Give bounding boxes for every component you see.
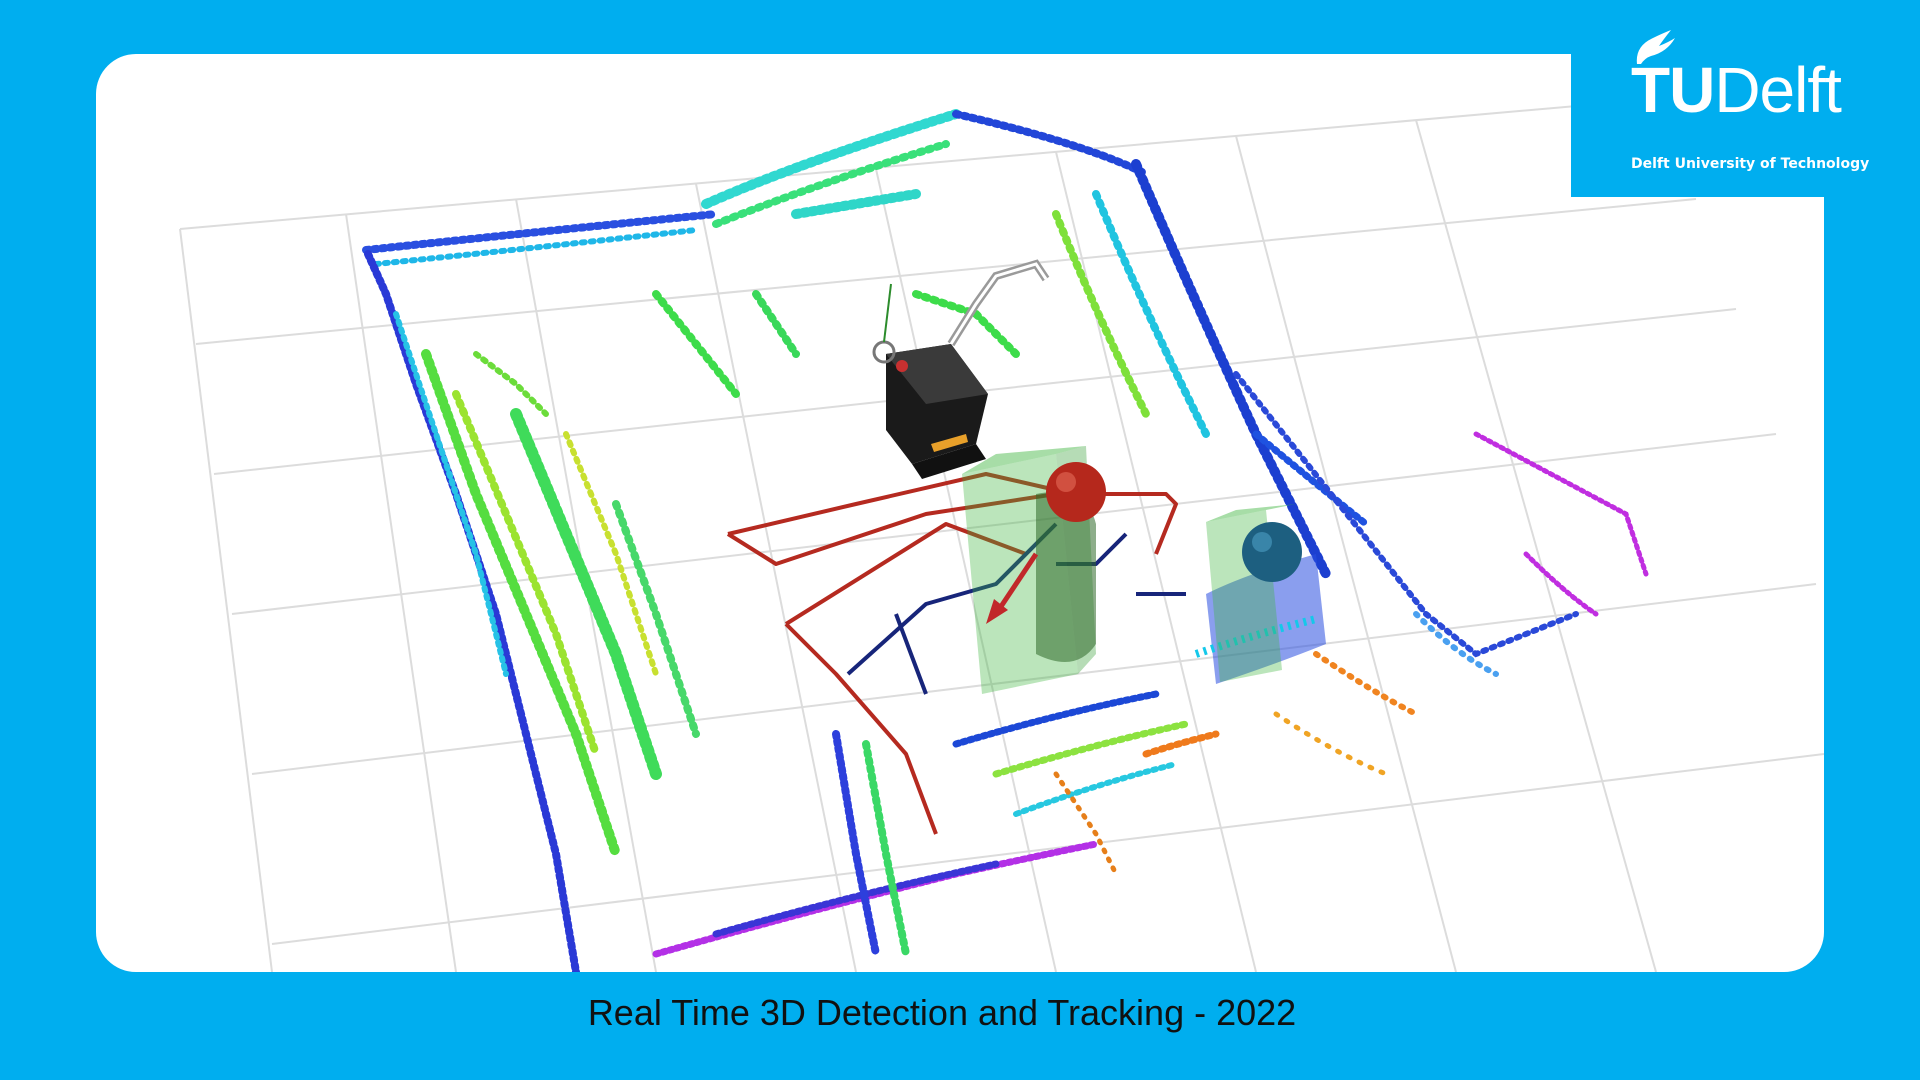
logo-wordmark: TUDelft xyxy=(1631,58,1842,122)
flame-icon xyxy=(1636,30,1675,64)
person-marker-red xyxy=(1046,462,1106,522)
point-cloud-scene xyxy=(179,98,1824,972)
point-cloud xyxy=(362,109,1649,972)
person-marker-blue xyxy=(1242,522,1302,582)
logo-brand-bold: TU xyxy=(1631,54,1715,126)
tu-delft-logo: TUDelft Delft University of Technology xyxy=(1571,0,1869,197)
video-caption: Real Time 3D Detection and Tracking - 20… xyxy=(587,992,1297,1033)
logo-brand-light: Delft xyxy=(1714,54,1842,126)
person-points-blue xyxy=(1194,554,1326,684)
logo-tagline: Delft University of Technology xyxy=(1631,156,1870,172)
velocity-arrow xyxy=(986,552,1039,624)
visualization-panel xyxy=(96,54,1824,972)
robot-icon xyxy=(872,259,1050,479)
